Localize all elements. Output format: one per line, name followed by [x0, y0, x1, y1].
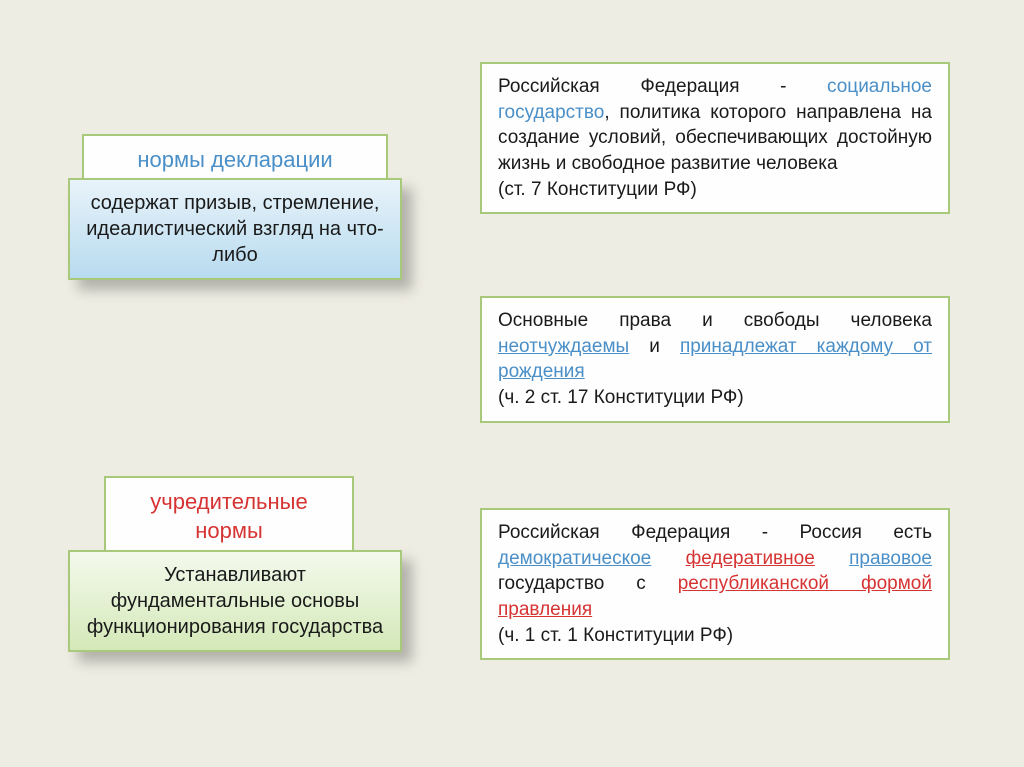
declaration-title-text: нормы декларации: [137, 147, 332, 172]
b3-hl1: демократическое: [498, 548, 651, 569]
b3-pre: Российская Федерация - Россия есть: [498, 522, 932, 543]
info-box-democratic: Российская Федерация - Россия есть демок…: [480, 508, 950, 660]
constitutive-title-text: учредительные нормы: [150, 489, 307, 543]
declaration-desc: содержат призыв, стремление, идеалистиче…: [68, 178, 402, 280]
b2-hl1: неотчуждаемы: [498, 336, 629, 357]
constitutive-desc: Устанавливают фундаментальные основы фун…: [68, 550, 402, 652]
b1-pre: Российская Федерация -: [498, 76, 827, 97]
constitutive-title: учредительные нормы: [104, 476, 354, 557]
b2-ref: (ч. 2 ст. 17 Конституции РФ): [498, 387, 744, 408]
b3-sp1: [651, 548, 685, 569]
b3-sp2: [815, 548, 849, 569]
b1-ref: (ст. 7 Конституции РФ): [498, 179, 697, 200]
b3-hl2: федеративное: [686, 548, 815, 569]
b3-hl3: правовое: [849, 548, 932, 569]
b2-mid1: и: [629, 336, 680, 357]
info-box-rights: Основные права и свободы человека неотчу…: [480, 296, 950, 423]
b3-ref: (ч. 1 ст. 1 Конституции РФ): [498, 625, 733, 646]
info-box-social-state: Российская Федерация - социальное госуда…: [480, 62, 950, 214]
b2-pre: Основные права и свободы человека: [498, 310, 932, 331]
b3-mid: государство с: [498, 573, 678, 594]
constitutive-desc-text: Устанавливают фундаментальные основы фун…: [87, 564, 383, 638]
declaration-desc-text: содержат призыв, стремление, идеалистиче…: [86, 192, 383, 266]
